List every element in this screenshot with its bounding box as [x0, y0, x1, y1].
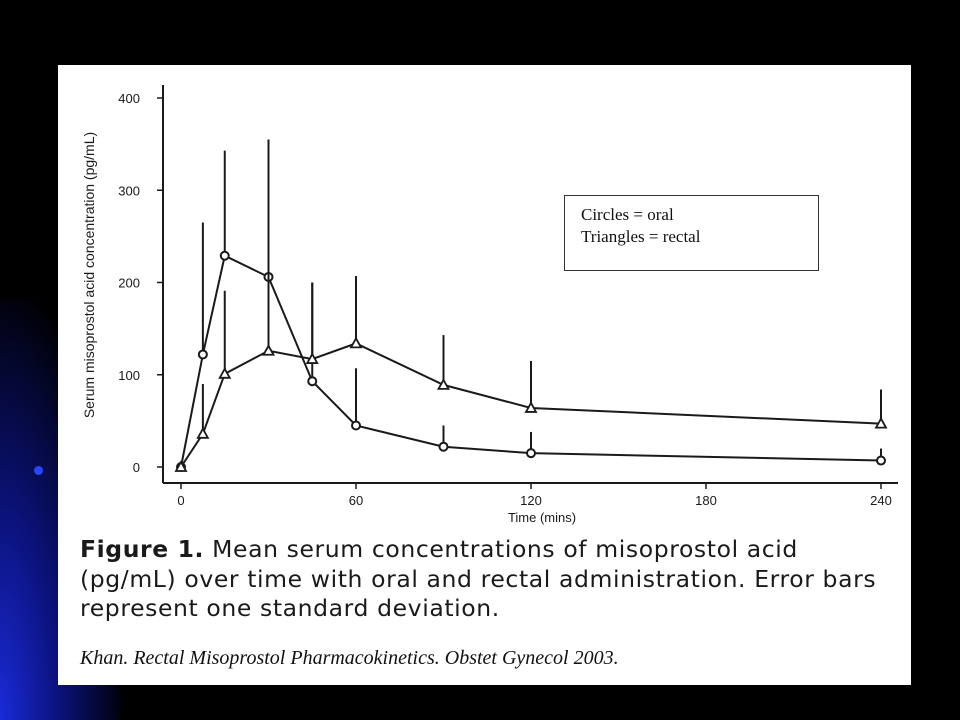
legend-entry-oral: Circles = oral	[581, 205, 674, 224]
data-point-oral	[307, 376, 318, 387]
data-point-oral	[219, 250, 230, 261]
x-tick-label: 240	[870, 493, 892, 508]
data-point-rectal	[218, 366, 232, 379]
data-point-rectal	[305, 352, 319, 364]
legend-entry-rectal: Triangles = rectal	[581, 227, 701, 246]
x-axis-label: Time (mins)	[508, 510, 576, 525]
x-tick-label: 180	[695, 493, 717, 508]
data-point-oral	[438, 441, 449, 452]
bullet-dot	[34, 466, 43, 475]
data-point-rectal	[261, 343, 276, 356]
figure-caption: Figure 1. Mean serum concentrations of m…	[80, 535, 900, 624]
y-tick-label: 200	[118, 276, 140, 291]
caption-label: Figure 1.	[80, 535, 205, 563]
y-tick-label: 100	[118, 368, 140, 383]
caption-text: Mean serum concentrations of misoprostol…	[80, 535, 877, 622]
data-point-rectal	[349, 336, 363, 349]
y-tick-label: 300	[118, 183, 140, 198]
data-point-rectal	[436, 378, 451, 390]
data-point-oral	[351, 420, 361, 431]
line-chart: 0 100 200 300 400 0 60 120 180 240 Time (mins) Seru…	[81, 85, 898, 525]
y-tick-label: 400	[118, 91, 140, 106]
x-tick-label: 60	[349, 493, 363, 508]
y-axis-label: Serum misoprostol acid concentration (pg…	[81, 132, 97, 418]
data-point-oral	[876, 455, 886, 466]
citation: Khan. Rectal Misoprostol Pharmacokinetic…	[80, 647, 619, 669]
data-point-oral	[197, 349, 208, 360]
data-point-rectal	[196, 426, 210, 439]
y-tick-label: 0	[133, 460, 140, 475]
figure-panel: 0 100 200 300 400 0 60 120 180 240 Time (mins) Seru…	[58, 65, 911, 685]
chart-legend: Circles = oral Triangles = rectal	[564, 195, 819, 271]
x-tick-label: 0	[177, 493, 184, 508]
data-point-rectal	[524, 401, 538, 413]
data-point-rectal	[874, 416, 888, 429]
data-point-rectal	[174, 460, 188, 472]
x-tick-label: 120	[520, 493, 542, 508]
data-point-oral	[526, 448, 536, 459]
